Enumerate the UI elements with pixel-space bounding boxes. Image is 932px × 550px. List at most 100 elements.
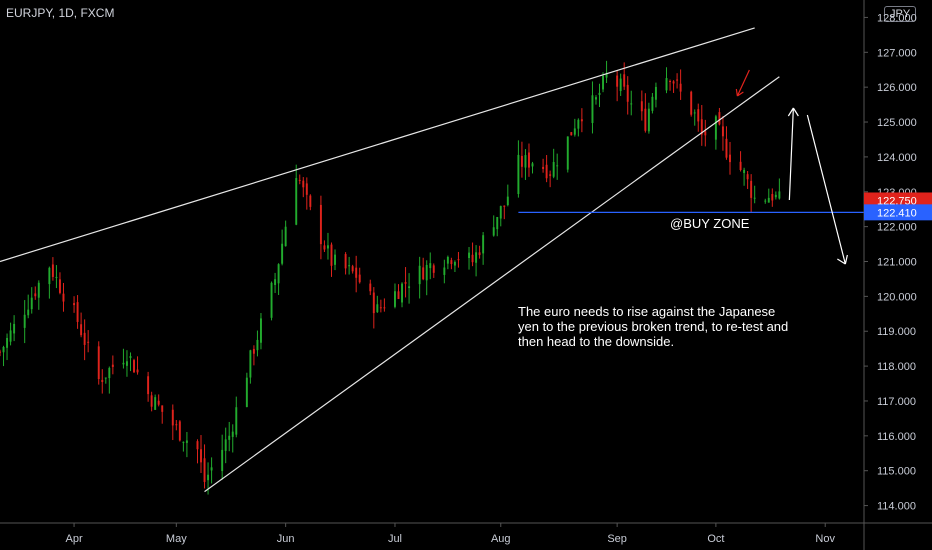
candle-body: [249, 350, 252, 378]
candle-body: [334, 254, 336, 265]
candle-body: [499, 206, 502, 219]
down-arrow-icon: [806, 114, 848, 265]
candle-body: [231, 431, 234, 437]
candle-body: [605, 73, 608, 78]
candle-body: [619, 78, 622, 92]
candle-body: [34, 293, 37, 297]
candle-body: [196, 441, 199, 450]
candle-body: [9, 330, 12, 342]
candle-body: [714, 116, 717, 140]
candle-body: [570, 132, 573, 136]
currency-badge[interactable]: JPY: [884, 6, 917, 22]
candle-body: [432, 265, 435, 273]
candle-body: [150, 395, 153, 407]
candle-body: [644, 108, 647, 131]
candle-body: [30, 297, 33, 310]
note-line: The euro needs to rise against the Japan…: [518, 304, 775, 319]
price-axis: 114.000 115.000 116.000 117.000 118.000 119.0…: [864, 12, 917, 513]
candle-body: [252, 348, 255, 354]
candle-body: [319, 204, 322, 245]
candle-body: [774, 194, 777, 198]
candle-body: [566, 136, 569, 170]
candle-body: [351, 266, 354, 272]
candle-body: [259, 318, 262, 343]
candle-body: [281, 243, 284, 264]
candle-body: [528, 152, 530, 168]
candle-body: [397, 291, 400, 299]
trendline-upper: [0, 27, 755, 263]
candle-body: [524, 155, 527, 168]
buy-zone-label: @BUY ZONE: [670, 216, 750, 231]
candle-body: [591, 95, 594, 124]
candle-body: [545, 164, 548, 179]
y-tick-label: 121.000: [877, 257, 917, 269]
candle-body: [778, 191, 781, 199]
candle-body: [185, 440, 188, 443]
candle-body: [704, 131, 707, 136]
candle-body: [595, 97, 597, 100]
candle-body: [101, 379, 104, 383]
candle-body: [767, 197, 770, 203]
candle-body: [270, 282, 273, 318]
candle-body: [323, 245, 326, 250]
y-tick-label: 114.000: [877, 501, 916, 513]
candle-body: [6, 337, 9, 348]
candle-body: [457, 259, 460, 261]
candle-body: [503, 205, 506, 207]
candle-body: [453, 261, 456, 266]
candle-body: [669, 80, 672, 82]
candle-body: [739, 161, 742, 171]
candle-body: [80, 324, 83, 336]
candle-body: [443, 267, 446, 275]
candle-body: [616, 75, 619, 87]
candle-body: [725, 138, 728, 158]
candle-body: [404, 282, 407, 284]
candle-body: [161, 405, 164, 412]
candle-body: [471, 254, 474, 263]
candle-body: [492, 227, 495, 236]
candle-body: [577, 119, 580, 129]
candle-body: [721, 126, 724, 137]
candle-body: [552, 162, 555, 177]
candle-body: [580, 119, 583, 122]
candle-body: [87, 341, 90, 343]
candle-body: [446, 256, 449, 264]
x-tick-label: Oct: [707, 533, 724, 545]
candle-body: [326, 245, 329, 249]
x-tick-label: Aug: [491, 533, 511, 545]
red-arrow-icon: [735, 69, 750, 97]
candle-body: [13, 323, 16, 334]
candle-body: [175, 424, 178, 426]
candle-body: [665, 78, 668, 91]
candle-body: [235, 407, 238, 435]
candle-body: [129, 356, 132, 359]
y-tick-label: 124.000: [877, 152, 917, 164]
candle-body: [549, 174, 552, 176]
candle-body: [408, 286, 411, 289]
y-tick-label: 127.000: [877, 47, 917, 59]
y-tick-label: 126.000: [877, 82, 917, 94]
y-tick-label: 115.000: [877, 466, 916, 478]
candle-body: [679, 83, 682, 92]
candle-body: [556, 165, 559, 167]
x-tick-label: May: [166, 533, 187, 545]
candle-body: [654, 86, 657, 100]
candle-body: [630, 103, 633, 105]
candle-body: [475, 252, 478, 263]
candle-body: [228, 435, 231, 440]
candle-body: [729, 154, 731, 163]
candle-body: [284, 226, 287, 247]
candle-body: [573, 128, 576, 135]
support-price-badge-bg: [864, 204, 932, 221]
x-tick-label: Nov: [815, 533, 835, 545]
candle-body: [200, 449, 202, 463]
candle-body: [344, 254, 347, 269]
candle-body: [651, 96, 654, 111]
candle-body: [73, 303, 76, 306]
y-tick-label: 128.000: [877, 12, 917, 24]
candle-body: [422, 267, 425, 280]
candle-body: [394, 291, 396, 307]
candle-body: [111, 364, 114, 367]
candle-body: [305, 183, 308, 195]
